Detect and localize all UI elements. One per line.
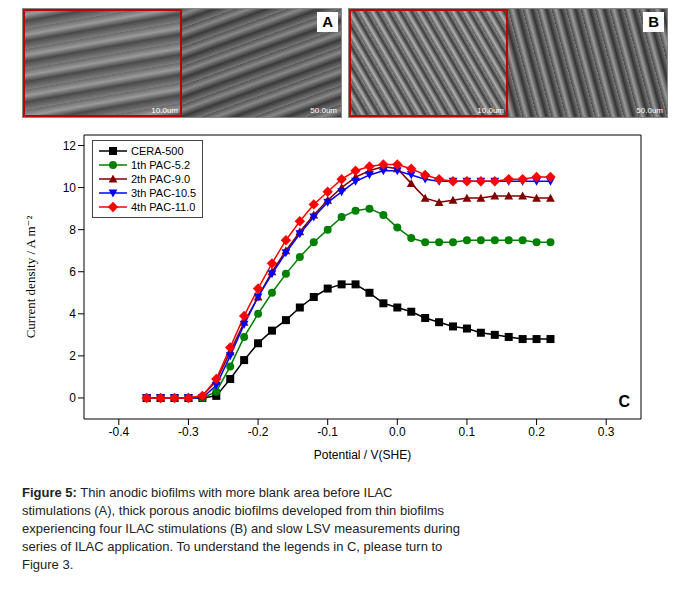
html-text:1th PAC-5.2: 1th PAC-5.2 xyxy=(131,159,191,171)
svg-text:10: 10 xyxy=(63,181,77,195)
svg-text:-0.2: -0.2 xyxy=(248,425,269,439)
svg-text:0.3: 0.3 xyxy=(598,425,615,439)
html-text:CERA-500: CERA-500 xyxy=(131,145,184,157)
svg-text:0: 0 xyxy=(69,391,76,405)
svg-text:0.2: 0.2 xyxy=(528,425,545,439)
html-text:10.0um: 10.0um xyxy=(151,106,178,115)
html-text:50.0um: 50.0um xyxy=(636,106,663,115)
svg-text:8: 8 xyxy=(69,223,76,237)
svg-text:6: 6 xyxy=(69,265,76,279)
svg-text:2: 2 xyxy=(69,349,76,363)
svg-text:-0.4: -0.4 xyxy=(108,425,129,439)
html-text:A: A xyxy=(322,13,333,30)
html-text:B: B xyxy=(648,13,659,30)
html-text:10.0um: 10.0um xyxy=(477,106,504,115)
html-text:4th PAC-11.0: 4th PAC-11.0 xyxy=(131,201,196,213)
svg-text:0.1: 0.1 xyxy=(459,425,476,439)
html-text:C: C xyxy=(618,393,630,410)
svg-text:Current density / A m⁻²: Current density / A m⁻² xyxy=(23,216,38,339)
svg-text:-0.1: -0.1 xyxy=(317,425,338,439)
svg-text:12: 12 xyxy=(63,139,77,153)
svg-text:-0.3: -0.3 xyxy=(178,425,199,439)
html-text:Figure 5: Thin anodic biofilms: Figure 5: Thin anodic biofilms with more… xyxy=(22,485,460,572)
html-text:3th PAC-10.5: 3th PAC-10.5 xyxy=(131,187,197,199)
html-text:50.0um: 50.0um xyxy=(310,106,337,115)
html-text:2th PAC-9.0: 2th PAC-9.0 xyxy=(131,173,191,185)
svg-text:Potential / V(SHE): Potential / V(SHE) xyxy=(314,448,411,462)
svg-text:4: 4 xyxy=(69,307,76,321)
svg-text:0.0: 0.0 xyxy=(389,425,406,439)
